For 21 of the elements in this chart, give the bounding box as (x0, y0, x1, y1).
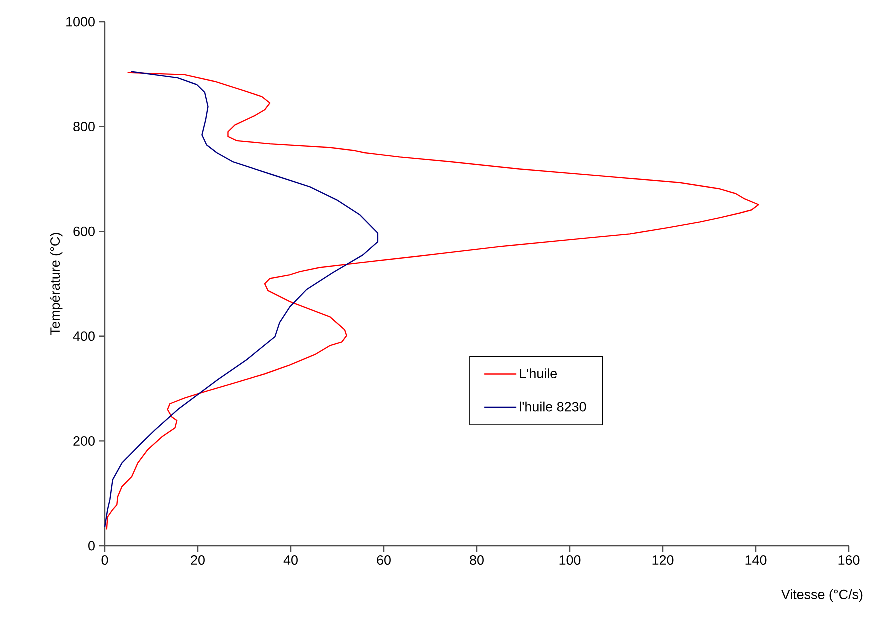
x-tick-label: 100 (560, 556, 581, 566)
y-tick-label: 600 (74, 226, 95, 236)
x-tick-label: 60 (377, 556, 391, 566)
x-tick-label: 140 (746, 556, 767, 566)
y-tick-label: 400 (73, 332, 95, 342)
x-tick-label: 40 (284, 556, 298, 566)
legend-label: l'huile 8230 (520, 402, 586, 412)
y-tick-label: 1000 (66, 17, 95, 27)
y-axis-title: Température (°C) (50, 233, 63, 336)
x-tick-label: 160 (838, 556, 860, 566)
x-tick-label: 80 (470, 556, 484, 566)
x-tick-label: 0 (102, 556, 108, 566)
legend-label: L'huile (520, 368, 558, 378)
y-tick-label: 200 (74, 436, 95, 446)
line-series (106, 72, 760, 530)
x-tick-label: 20 (191, 556, 205, 566)
y-tick-label: 800 (74, 122, 95, 132)
x-axis-title: Vitesse (°C/s) (781, 590, 863, 602)
line-series (104, 71, 379, 528)
x-tick-label: 120 (652, 556, 674, 566)
y-tick-label: 0 (88, 541, 95, 551)
